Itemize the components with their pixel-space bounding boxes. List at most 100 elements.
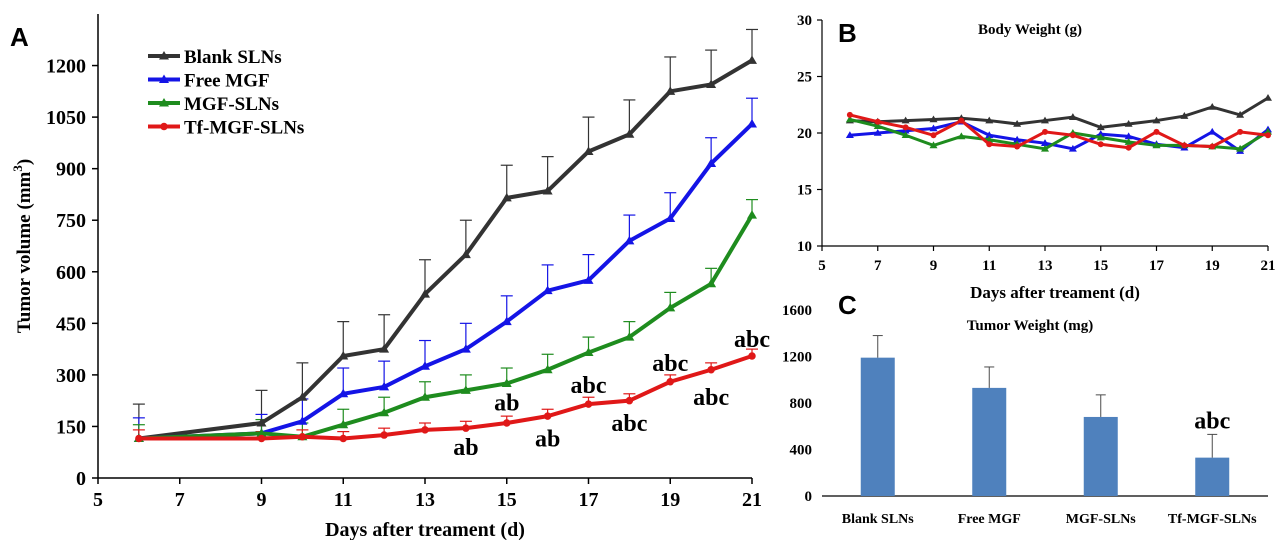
series-line-blank-slns — [138, 58, 754, 441]
data-point-2 — [1096, 133, 1105, 141]
data-point-3 — [930, 132, 937, 139]
panel-c-chart: 0 400 800 1200 1600 Tumor Weight (mg) Blank SL… — [782, 303, 1268, 527]
x-tick-label: 5 — [93, 489, 103, 511]
data-point-2 — [873, 122, 882, 130]
data-point-tf-mgf-slns — [380, 431, 388, 439]
x-tick-label: 7 — [874, 258, 882, 274]
data-point-0 — [1124, 119, 1133, 127]
data-point-1 — [1013, 135, 1022, 143]
series-line-free-mgf — [138, 122, 754, 441]
data-point-1 — [1041, 139, 1049, 146]
y-tick-label: 300 — [56, 365, 86, 387]
series-line-mgf-slns — [138, 214, 754, 441]
data-point-tf-mgf-slns — [339, 434, 347, 443]
legend-label-free-mgf: Free MGF — [184, 71, 270, 92]
data-point-blank-slns — [624, 129, 635, 138]
y-tick-label: 150 — [56, 416, 86, 438]
data-point-3 — [1097, 141, 1104, 148]
data-point-free-mgf — [747, 118, 757, 128]
data-point-1 — [985, 131, 994, 139]
data-point-tf-mgf-slns — [748, 352, 756, 360]
legend-label-blank-slns: Blank SLNs — [184, 47, 282, 68]
y-tick-label: 1600 — [782, 303, 812, 319]
x-tick-label: 9 — [930, 258, 938, 274]
y-tick-label: 20 — [797, 126, 812, 142]
legend-label-mgf-slns: MGF-SLNs — [184, 94, 279, 115]
data-point-blank-slns — [747, 55, 757, 64]
data-point-free-mgf — [542, 285, 553, 295]
legend-marker-mgf-slns — [159, 98, 169, 107]
x-tick-label: 13 — [415, 489, 435, 511]
data-point-free-mgf — [583, 275, 594, 284]
x-tick-label: 19 — [1205, 258, 1220, 274]
bar-tf-mgf-slns — [1195, 457, 1230, 496]
significance-label: ab — [453, 435, 478, 461]
data-point-0 — [1096, 123, 1105, 131]
x-tick-label-free-mgf: Free MGF — [958, 512, 1021, 527]
significance-label: abc — [1194, 408, 1230, 434]
x-tick-label: 11 — [334, 489, 353, 511]
data-point-blank-slns — [665, 86, 676, 95]
data-point-blank-slns — [420, 289, 430, 298]
data-point-0 — [1152, 116, 1161, 124]
x-tick-label: 21 — [1261, 258, 1276, 274]
data-point-0 — [1068, 113, 1077, 120]
significance-label: abc — [693, 385, 729, 411]
data-point-blank-slns — [501, 192, 512, 202]
data-point-tf-mgf-slns — [543, 412, 552, 420]
y-tick-label: 400 — [790, 443, 813, 459]
y-tick-label: 15 — [797, 183, 812, 199]
bar-blank-slns — [860, 357, 895, 496]
data-point-blank-slns — [542, 186, 553, 195]
data-point-3 — [1181, 142, 1188, 149]
panel-b-letter: B — [838, 18, 857, 48]
data-point-1 — [873, 129, 882, 136]
data-point-2 — [1236, 144, 1245, 152]
panel-b-chart: 10 15 20 25 30 5 7 9 11 13 15 17 19 21 Body Weight (g)… — [797, 13, 1276, 302]
data-point-tf-mgf-slns — [503, 419, 511, 427]
chart-title: Body Weight (g) — [978, 22, 1082, 38]
data-point-3 — [1237, 128, 1244, 135]
data-point-mgf-slns — [338, 419, 349, 429]
data-point-3 — [902, 124, 909, 131]
y-tick-label: 800 — [790, 396, 813, 412]
data-point-1 — [1124, 132, 1133, 140]
bar-free-mgf — [972, 387, 1007, 496]
data-point-free-mgf — [379, 381, 390, 391]
series-line-0 — [849, 96, 1269, 129]
x-tick-label-tf-mgf-slns: Tf-MGF-SLNs — [1168, 512, 1257, 527]
data-point-0 — [929, 115, 938, 123]
y-tick-label: 750 — [56, 210, 86, 232]
data-point-tf-mgf-slns — [584, 400, 593, 408]
y-tick-label: 0 — [805, 489, 813, 505]
data-point-free-mgf — [624, 235, 635, 245]
significance-label: abc — [611, 411, 647, 437]
legend-marker-free-mgf — [159, 74, 169, 83]
significance-label: abc — [652, 351, 688, 377]
data-point-3 — [874, 118, 881, 125]
panel-a-chart: 0 150 300 450 600 750 900 1050 1200 5 7 9 11 13 15 17 19… — [10, 14, 770, 540]
data-point-3 — [1209, 143, 1216, 150]
data-point-tf-mgf-slns — [666, 378, 674, 386]
data-point-blank-slns — [460, 249, 471, 259]
data-point-2 — [957, 132, 966, 140]
x-tick-label: 5 — [818, 258, 826, 274]
data-point-mgf-slns — [624, 332, 635, 341]
x-tick-label: 19 — [660, 489, 680, 511]
x-tick-label: 17 — [579, 489, 599, 511]
data-point-mgf-slns — [665, 302, 676, 312]
data-point-1 — [1068, 144, 1077, 152]
data-point-tf-mgf-slns — [257, 434, 266, 443]
data-point-free-mgf — [338, 388, 349, 398]
data-point-3 — [986, 141, 993, 148]
panel-a-letter: A — [10, 22, 29, 52]
data-point-mgf-slns — [706, 278, 717, 288]
y-axis-label: Tumor volume (mm3) — [10, 159, 35, 333]
series-line-3 — [849, 113, 1269, 150]
data-point-2 — [1264, 127, 1272, 135]
data-point-0 — [1264, 93, 1272, 101]
data-point-2 — [929, 141, 938, 149]
y-tick-label: 450 — [56, 313, 86, 335]
legend-label-tf-mgf-slns: Tf-MGF-SLNs — [184, 118, 304, 139]
x-tick-label: 15 — [497, 489, 517, 511]
